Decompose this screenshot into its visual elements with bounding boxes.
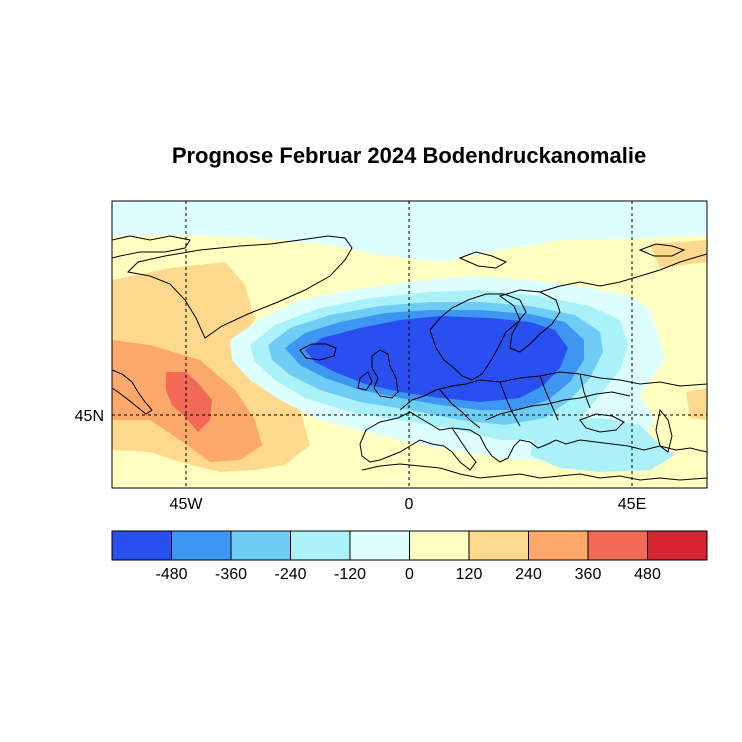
- y-tick-label: 45N: [75, 408, 104, 425]
- x-tick-label: 45E: [618, 496, 646, 513]
- colorbar-tick-label: 360: [575, 566, 602, 583]
- colorbar-swatch: [587, 530, 648, 561]
- colorbar-swatch: [528, 530, 589, 561]
- colorbar-tick-label: 240: [515, 566, 542, 583]
- colorbar-swatch: [230, 530, 291, 561]
- x-tick-label: 45W: [170, 496, 204, 513]
- map-title: Prognose Februar 2024 Bodendruckanomalie: [171, 143, 647, 168]
- colorbar: -480 -360 -240 -120 0 120 240 360 480: [111, 530, 708, 583]
- colorbar-swatch: [468, 530, 529, 561]
- colorbar-swatch: [290, 530, 351, 561]
- colorbar-swatch: [111, 530, 172, 561]
- colorbar-tick-label: -360: [215, 566, 247, 583]
- colorbar-tick-label: 120: [456, 566, 483, 583]
- colorbar-swatch: [349, 530, 410, 561]
- colorbar-swatch: [647, 530, 708, 561]
- colorbar-tick-label: 0: [405, 566, 414, 583]
- x-tick-label: 0: [405, 496, 414, 513]
- colorbar-tick-label: -240: [274, 566, 306, 583]
- colorbar-tick-label: 480: [634, 566, 661, 583]
- map-frame: [111, 200, 708, 489]
- colorbar-tick-label: -480: [155, 566, 187, 583]
- colorbar-swatch: [171, 530, 232, 561]
- coastlines: [112, 235, 707, 481]
- colorbar-swatch: [409, 530, 470, 561]
- colorbar-tick-label: -120: [334, 566, 366, 583]
- pressure-anomaly-field: [112, 201, 707, 488]
